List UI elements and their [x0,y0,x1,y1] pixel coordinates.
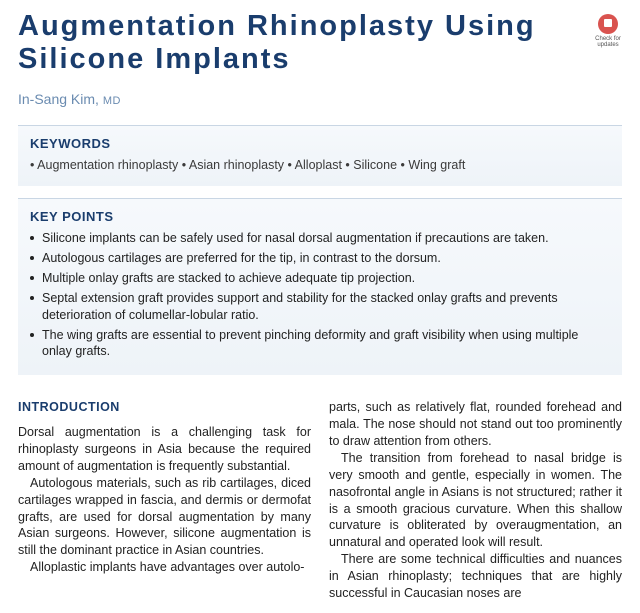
keypoints-list: Silicone implants can be safely used for… [30,230,610,360]
bookmark-icon [598,14,618,34]
body-paragraph: parts, such as relatively flat, rounded … [329,399,622,450]
author-credentials: MD [103,95,121,107]
body-paragraph: The transition from forehead to nasal br… [329,450,622,551]
keypoints-box: KEY POINTS Silicone implants can be safe… [18,198,622,375]
keypoint-item: Autologous cartilages are preferred for … [30,250,610,267]
keypoint-item: Septal extension graft provides support … [30,290,610,324]
body-paragraph: Dorsal augmentation is a challenging tas… [18,424,311,475]
body-paragraph: Alloplastic implants have advantages ove… [18,559,311,576]
keywords-list: • Augmentation rhinoplasty • Asian rhino… [30,157,610,175]
check-updates-label: Check for updates [594,36,622,48]
keypoints-heading: KEY POINTS [30,209,610,224]
body-columns: INTRODUCTION Dorsal augmentation is a ch… [18,399,622,602]
right-column: parts, such as relatively flat, rounded … [329,399,622,602]
author-line: In-Sang Kim, MD [18,91,622,107]
body-paragraph: There are some technical difficulties an… [329,551,622,602]
keywords-box: KEYWORDS • Augmentation rhinoplasty • As… [18,125,622,187]
body-paragraph: Autologous materials, such as rib cartil… [18,475,311,559]
left-column: INTRODUCTION Dorsal augmentation is a ch… [18,399,311,602]
author-name: In-Sang Kim [18,91,95,107]
check-updates-badge[interactable]: Check for updates [594,14,622,48]
introduction-heading: INTRODUCTION [18,399,311,416]
keypoint-item: Silicone implants can be safely used for… [30,230,610,247]
keywords-heading: KEYWORDS [30,136,610,151]
keypoint-item: Multiple onlay grafts are stacked to ach… [30,270,610,287]
keypoint-item: The wing grafts are essential to prevent… [30,327,610,361]
article-title: Augmentation Rhinoplasty Using Silicone … [18,10,594,77]
